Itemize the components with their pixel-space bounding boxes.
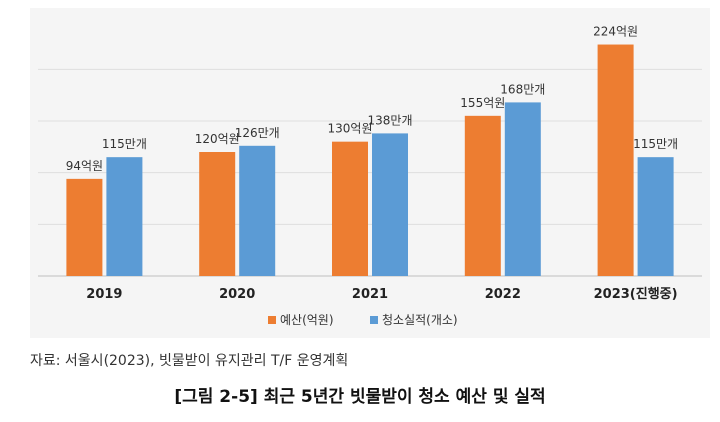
bar <box>106 157 143 276</box>
data-label: 126만개 <box>235 126 280 140</box>
bar <box>66 178 103 276</box>
data-label: 155억원 <box>460 96 505 110</box>
legend: 예산(억원) 청소실적(개소) <box>268 313 458 327</box>
x-tick-label: 2022 <box>485 287 521 302</box>
x-tick-label: 2019 <box>86 287 122 302</box>
data-label: 138만개 <box>368 113 413 127</box>
data-label: 224억원 <box>593 25 638 39</box>
bar <box>504 102 541 277</box>
bar <box>199 152 236 276</box>
data-label: 120억원 <box>195 132 240 146</box>
data-label: 115만개 <box>633 137 678 151</box>
bar <box>637 157 674 276</box>
figure-caption: [그림 2-5] 최근 5년간 빗물받이 청소 예산 및 실적 <box>174 387 546 407</box>
legend-swatch <box>268 316 276 324</box>
x-tick-label: 2021 <box>352 287 388 302</box>
data-label: 94억원 <box>66 159 103 173</box>
bar <box>597 44 634 277</box>
x-tick-label: 2023(진행중) <box>594 286 678 302</box>
x-tick-label: 2020 <box>219 287 255 302</box>
data-label: 130억원 <box>328 122 373 136</box>
bar <box>464 115 501 276</box>
data-label: 115만개 <box>102 137 147 151</box>
legend-label: 예산(억원) <box>280 313 334 327</box>
legend-swatch <box>370 316 378 324</box>
x-tick-labels: 2019 2020 2021 2022 2023(진행중) <box>86 286 677 302</box>
bar <box>372 133 408 276</box>
legend-label: 청소실적(개소) <box>382 313 458 327</box>
chart-panel: 94억원 115만개 120억원 126만개 130억원 138만개 155억원 168만개 2… <box>30 8 710 338</box>
source-note: 자료: 서울시(2023), 빗물받이 유지관리 T/F 운영계획 <box>30 353 349 369</box>
data-label: 168만개 <box>500 82 545 96</box>
gridlines <box>38 68 702 277</box>
bar <box>332 141 368 276</box>
bars <box>66 44 674 277</box>
bar <box>239 145 276 276</box>
